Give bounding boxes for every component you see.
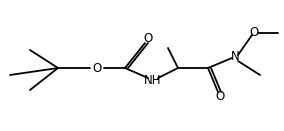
Text: NH: NH — [144, 73, 162, 86]
Text: N: N — [231, 50, 239, 64]
Text: O: O — [92, 61, 102, 75]
Text: O: O — [215, 89, 225, 102]
Text: O: O — [143, 31, 153, 45]
Text: O: O — [249, 26, 259, 39]
